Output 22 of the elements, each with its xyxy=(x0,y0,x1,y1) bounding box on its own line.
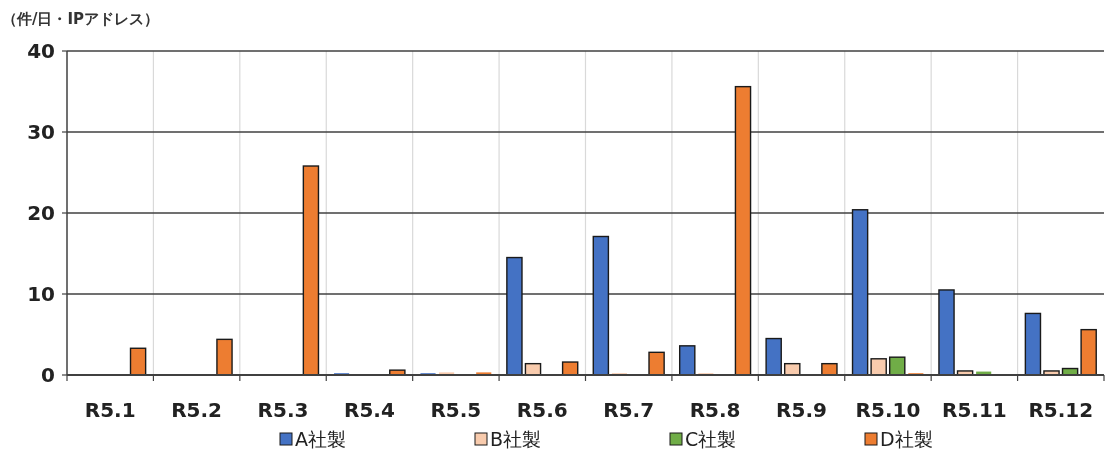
x-tick-label: R5.4 xyxy=(344,398,395,422)
x-tick-label: R5.11 xyxy=(942,398,1007,422)
x-tick-label: R5.10 xyxy=(855,398,921,422)
legend-label: B社製 xyxy=(490,428,542,450)
x-tick-label: R5.12 xyxy=(1028,398,1094,422)
y-axis-title: （件/日・IPアドレス） xyxy=(2,10,160,28)
x-tick-label: R5.8 xyxy=(689,398,741,422)
y-tick-label: 20 xyxy=(27,201,55,225)
y-tick-label: 10 xyxy=(27,282,55,306)
x-tick-label: R5.3 xyxy=(257,398,309,422)
legend-label: A社製 xyxy=(295,428,346,450)
legend-label: D社製 xyxy=(880,428,933,450)
x-tick-label: R5.6 xyxy=(516,398,568,422)
y-tick-label: 0 xyxy=(41,363,55,387)
x-tick-label: R5.1 xyxy=(84,398,136,422)
x-tick-label: R5.9 xyxy=(776,398,827,422)
x-tick-label: R5.7 xyxy=(603,398,655,422)
x-tick-label: R5.2 xyxy=(171,398,223,422)
x-tick-label: R5.5 xyxy=(430,398,482,422)
legend-label: C社製 xyxy=(685,428,737,450)
y-tick-label: 40 xyxy=(27,39,55,63)
y-tick-label: 30 xyxy=(27,120,55,144)
